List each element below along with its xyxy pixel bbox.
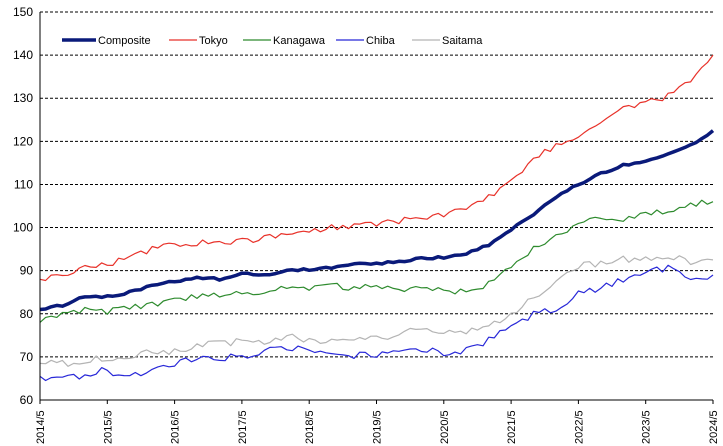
x-tick-label: 2023/5 [641,410,653,444]
y-tick-label: 140 [13,48,33,62]
legend-label-chiba: Chiba [366,35,396,47]
x-tick-label: 2014/5 [35,410,47,444]
y-tick-label: 150 [13,5,33,19]
y-tick-label: 60 [20,393,34,407]
x-tick-label: 2016/5 [170,410,182,444]
series-line-chiba [39,264,714,382]
x-tick-label: 2024/5 [708,410,720,444]
x-tick-label: 2019/5 [372,410,384,444]
y-tick-label: 110 [14,177,33,191]
y-tick-label: 70 [20,350,34,364]
legend-label-kanagawa: Kanagawa [273,35,326,47]
series-line-composite [39,129,715,312]
y-tick-label: 90 [20,264,34,278]
y-tick-label: 130 [13,91,33,105]
legend-label-composite: Composite [98,35,151,47]
series-line-kanagawa [39,199,714,323]
series-line-saitama [39,255,714,367]
y-tick-label: 120 [13,134,33,148]
legend-label-saitama: Saitama [442,35,483,47]
axes [39,12,714,404]
x-tick-label: 2015/5 [102,410,114,444]
legend: Composite Tokyo Kanagawa Chiba Saitama [52,27,512,53]
y-tick-label: 80 [20,307,34,321]
series-lines [39,54,715,382]
gridlines [40,11,713,358]
x-tick-label: 2018/5 [304,410,316,444]
x-axis-tick-labels: 2014/5 2015/5 2016/5 2017/5 2018/5 2019/5 2020… [35,410,720,444]
x-tick-label: 2021/5 [506,410,518,444]
series-line-tokyo [39,54,714,282]
x-tick-label: 2020/5 [439,410,451,444]
y-tick-label: 100 [13,221,33,235]
legend-label-tokyo: Tokyo [199,35,228,47]
x-tick-label: 2022/5 [573,410,585,444]
y-axis-tick-labels: 60 70 80 90 100 110 120 130 140 150 [13,5,33,407]
x-tick-label: 2017/5 [237,410,249,444]
